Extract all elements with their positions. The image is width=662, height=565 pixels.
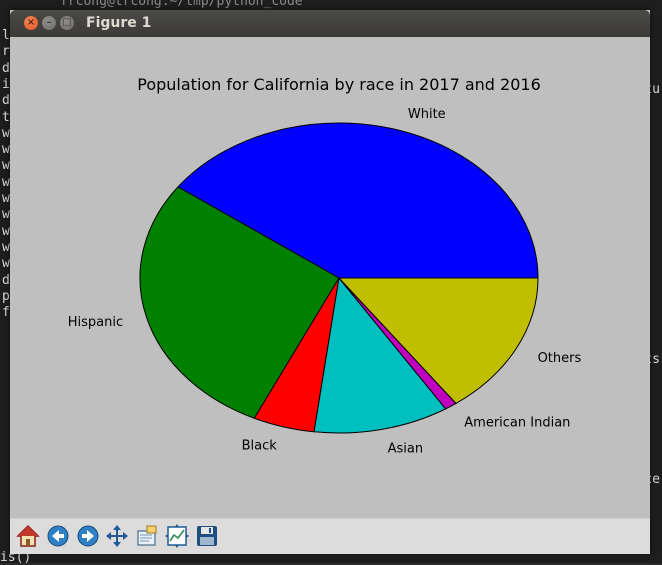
- back-button[interactable]: [45, 523, 71, 549]
- terminal-text-fragment: w: [2, 239, 10, 255]
- matplotlib-toolbar: [10, 518, 650, 554]
- figure-window: × – □ Figure 1 Population for California…: [10, 10, 650, 554]
- maximize-window-button[interactable]: □: [60, 16, 74, 30]
- terminal-text-fragment: w: [2, 174, 10, 190]
- terminal-text-fragment: d: [2, 272, 10, 288]
- window-title: Figure 1: [86, 15, 152, 31]
- terminal-text-fragment: t: [2, 109, 10, 125]
- subplots-button[interactable]: [164, 523, 190, 549]
- terminal-text-fragment: w: [2, 191, 10, 206]
- home-button[interactable]: [15, 523, 41, 549]
- slice-label: Others: [538, 351, 582, 366]
- home-icon: [16, 524, 40, 547]
- zoom-button[interactable]: [134, 523, 160, 549]
- slice-label: Hispanic: [68, 315, 123, 330]
- window-titlebar[interactable]: × – □ Figure 1: [10, 10, 650, 37]
- pie-slice-others: [337, 277, 539, 405]
- terminal-text-fragment: w: [2, 223, 10, 239]
- move-icon: [106, 525, 128, 547]
- forward-arrow-icon: [77, 525, 99, 547]
- terminal-text-fragment: d: [2, 60, 10, 76]
- terminal-text-fragment: d: [2, 93, 10, 109]
- pie-slice-asian: [313, 276, 447, 434]
- pie-slice-white: [177, 122, 539, 279]
- terminal-text-fragment: w: [2, 142, 10, 158]
- close-window-button[interactable]: ×: [24, 16, 38, 30]
- slice-label: White: [408, 107, 446, 122]
- pie-slice-hispanic: [139, 186, 340, 419]
- terminal-text-fragment: f: [2, 305, 10, 321]
- terminal-text-fragment: w: [2, 207, 10, 223]
- minimize-window-button[interactable]: –: [42, 16, 56, 30]
- terminal-text-fragment: p: [2, 288, 10, 304]
- figure-canvas[interactable]: Population for California by race in 201…: [10, 37, 650, 518]
- slice-label: Black: [242, 439, 278, 454]
- terminal-text-fragment: i: [2, 76, 10, 92]
- forward-button[interactable]: [75, 523, 101, 549]
- slice-label: Asian: [388, 441, 423, 456]
- back-arrow-icon: [47, 525, 69, 547]
- slice-label: American Indian: [464, 416, 570, 431]
- terminal-text-fragment: w: [2, 125, 10, 141]
- terminal-title-text: frcong@trcong:~/tmp/python_code: [60, 0, 303, 9]
- pie-chart: Population for California by race in 201…: [68, 75, 582, 456]
- chart-title: Population for California by race in 201…: [137, 75, 541, 94]
- terminal-text-fragment: w: [2, 158, 10, 174]
- terminal-text-fragment: w: [2, 256, 10, 272]
- floppy-disk-icon: [197, 526, 217, 546]
- save-button[interactable]: [194, 523, 220, 549]
- pan-button[interactable]: [104, 523, 130, 549]
- subplots-icon: [165, 524, 189, 548]
- zoom-rect-icon: [137, 525, 157, 546]
